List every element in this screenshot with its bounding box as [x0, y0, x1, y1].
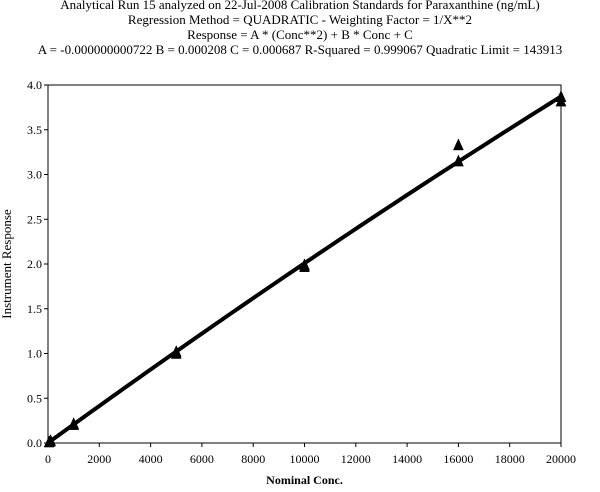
x-tick-label: 20000 — [546, 452, 576, 466]
y-tick-label: 2.0 — [27, 257, 42, 271]
data-point — [453, 138, 464, 151]
title-line-2: Regression Method = QUADRATIC - Weightin… — [127, 12, 473, 27]
chart-title: Analytical Run 15 analyzed on 22-Jul-200… — [0, 0, 600, 57]
title-line-3: Response = A * (Conc**2) + B * Conc + C — [187, 27, 413, 42]
y-tick-label: 3.5 — [27, 123, 42, 137]
y-tick-label: 1.0 — [27, 347, 42, 361]
x-tick-label: 4000 — [139, 452, 163, 466]
y-tick-label: 2.5 — [27, 212, 42, 226]
x-tick-label: 18000 — [495, 452, 525, 466]
y-tick-labels: 0.0 0.5 1.0 1.5 2.0 2.5 3.0 3.5 4.0 — [27, 78, 42, 450]
x-tick-label: 14000 — [392, 452, 422, 466]
y-tick-label: 0.0 — [27, 436, 42, 450]
y-tick-label: 4.0 — [27, 78, 42, 92]
x-tick-label: 10000 — [290, 452, 320, 466]
y-axis-label: Instrument Response — [0, 209, 14, 319]
y-tick-label: 0.5 — [27, 391, 42, 405]
x-axis-label: Nominal Conc. — [266, 473, 343, 487]
data-point — [555, 90, 567, 102]
x-tick-label: 6000 — [190, 452, 214, 466]
data-points — [43, 90, 567, 448]
x-tick-labels: 0 2000 4000 6000 8000 10000 12000 14000 16000 180… — [45, 452, 576, 466]
x-tick-label: 2000 — [87, 452, 111, 466]
tick-marks — [44, 84, 562, 447]
x-tick-label: 8000 — [241, 452, 265, 466]
data-point — [170, 345, 182, 357]
y-tick-label: 3.0 — [27, 168, 42, 182]
data-point — [453, 154, 464, 167]
y-tick-label: 1.5 — [27, 302, 42, 316]
x-tick-label: 12000 — [341, 452, 371, 466]
title-line-1: Analytical Run 15 analyzed on 22-Jul-200… — [60, 0, 540, 12]
x-tick-label: 0 — [45, 452, 51, 466]
data-point — [45, 434, 56, 447]
title-line-4: A = -0.000000000722 B = 0.000208 C = 0.0… — [37, 42, 563, 57]
data-point — [68, 417, 80, 430]
data-point — [299, 258, 310, 271]
x-tick-label: 16000 — [443, 452, 473, 466]
